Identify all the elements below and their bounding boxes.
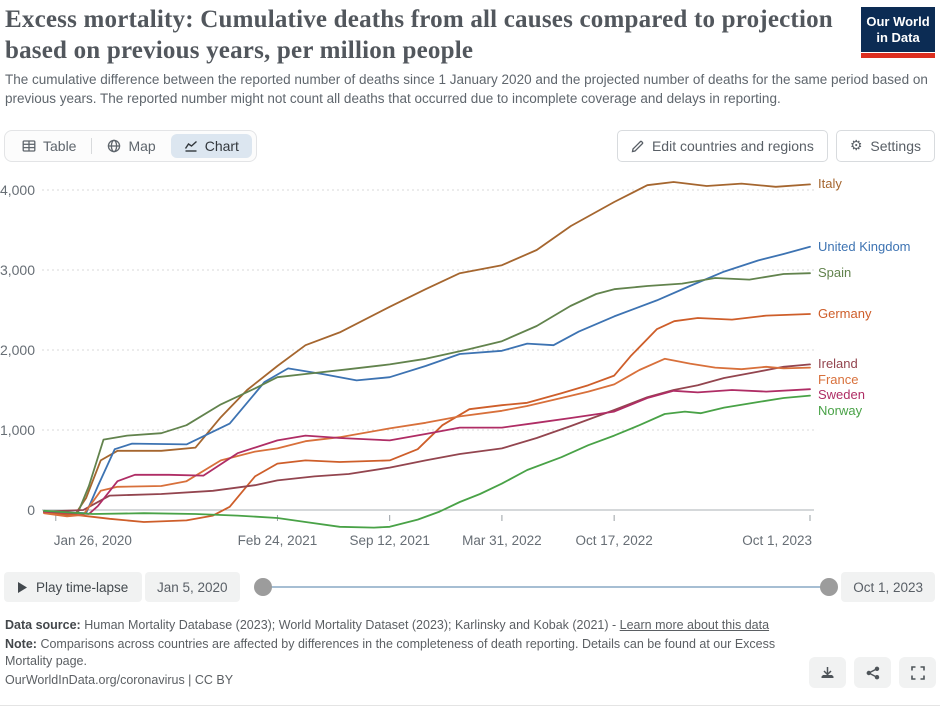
settings-label: Settings	[870, 138, 921, 154]
note-line: Note: Comparisons across countries are a…	[5, 636, 797, 670]
tab-table[interactable]: Table	[9, 134, 89, 158]
settings-button[interactable]: ⚙ Settings	[835, 130, 935, 162]
tab-map[interactable]: Map	[94, 134, 168, 158]
tab-map-label: Map	[128, 138, 156, 154]
series-label-united-kingdom[interactable]: United Kingdom	[818, 238, 911, 254]
x-axis-tick-label: Jan 26, 2020	[54, 533, 132, 548]
series-line-ireland[interactable]	[43, 363, 811, 513]
chart-area: 0 1,000 2,000 3,000 4,000 Jan 26, 2020 Feb 24,…	[0, 170, 940, 565]
owid-logo-text: Our World in Data	[861, 7, 935, 52]
y-axis-tick-label: 2,000	[0, 342, 35, 358]
data-source-line: Data source: Human Mortality Database (2…	[5, 617, 820, 634]
edit-countries-button[interactable]: Edit countries and regions	[616, 130, 828, 162]
gear-icon: ⚙	[849, 138, 863, 154]
pencil-icon	[631, 140, 644, 152]
data-source-text: Human Mortality Database (2023); World M…	[84, 618, 617, 632]
timeline-start-date[interactable]: Jan 5, 2020	[145, 572, 240, 602]
edit-countries-label: Edit countries and regions	[651, 138, 814, 154]
download-button[interactable]	[809, 657, 846, 688]
line-chart-icon	[184, 140, 197, 152]
y-axis-tick-label: 3,000	[0, 262, 35, 278]
series-line-italy[interactable]	[43, 181, 811, 516]
x-axis-tick-label: Mar 31, 2022	[462, 533, 542, 548]
attribution-line: OurWorldInData.org/coronavirus | CC BY	[5, 673, 234, 687]
table-icon	[22, 140, 36, 152]
series-label-spain[interactable]: Spain	[818, 265, 852, 281]
series-label-norway[interactable]: Norway	[818, 402, 863, 418]
series-label-ireland[interactable]: Ireland	[818, 356, 858, 372]
page-title: Excess mortality: Cumulative deaths from…	[5, 6, 833, 64]
series-line-sweden[interactable]	[43, 388, 811, 515]
y-axis-tick-label: 1,000	[0, 422, 35, 438]
series-line-united-kingdom[interactable]	[43, 245, 811, 515]
timeline-end-date[interactable]: Oct 1, 2023	[841, 572, 935, 602]
series-label-germany[interactable]: Germany	[818, 306, 872, 321]
share-icon	[866, 666, 879, 679]
view-tab-group: Table Map Chart	[4, 130, 257, 162]
header-buttons: Edit countries and regions ⚙ Settings	[616, 130, 935, 162]
x-axis-tick-label: Oct 1, 2023	[742, 533, 812, 548]
play-timelapse-label: Play time-lapse	[36, 579, 129, 595]
action-buttons	[809, 657, 936, 688]
tab-divider	[91, 138, 93, 154]
line-chart-canvas[interactable]: 0 1,000 2,000 3,000 4,000 Jan 26, 2020 Feb 24,…	[0, 170, 940, 565]
owid-logo[interactable]: Our World in Data	[861, 7, 935, 58]
note-text: Comparisons across countries are affecte…	[5, 637, 776, 668]
y-axis-tick-label: 4,000	[0, 182, 35, 198]
series-line-spain[interactable]	[43, 272, 811, 515]
learn-more-link[interactable]: Learn more about this data	[619, 618, 770, 632]
note-label: Note:	[5, 637, 37, 651]
series-line-norway[interactable]	[43, 394, 811, 529]
series-label-italy[interactable]: Italy	[818, 176, 842, 192]
timeline-slider-track[interactable]	[263, 586, 829, 588]
y-axis-tick-label: 0	[27, 502, 35, 518]
timeline-slider-handle-end[interactable]	[820, 578, 838, 596]
chart-subtitle: The cumulative difference between the re…	[5, 72, 928, 106]
download-icon	[821, 666, 834, 678]
x-axis-tick-label: Oct 17, 2022	[575, 533, 652, 548]
globe-icon	[108, 139, 121, 153]
timeline-slider-handle-start[interactable]	[254, 578, 272, 596]
tab-chart[interactable]: Chart	[170, 134, 252, 158]
play-timelapse-button[interactable]: Play time-lapse	[4, 572, 143, 602]
bottom-divider	[0, 705, 940, 706]
series-line-germany[interactable]	[43, 313, 811, 523]
owid-logo-red-bar	[861, 53, 935, 58]
series-label-france[interactable]: France	[818, 371, 859, 387]
series-line-france[interactable]	[43, 357, 811, 518]
x-axis-tick-label: Feb 24, 2021	[238, 533, 318, 548]
x-axis-tick-label: Sep 12, 2021	[350, 533, 430, 548]
fullscreen-icon	[910, 665, 925, 680]
share-button[interactable]	[854, 657, 891, 688]
data-source-label: Data source:	[5, 618, 81, 632]
series-label-sweden[interactable]: Sweden	[818, 387, 865, 403]
tab-chart-label: Chart	[204, 138, 239, 154]
play-icon	[18, 581, 27, 593]
fullscreen-button[interactable]	[899, 657, 936, 688]
tab-table-label: Table	[43, 138, 77, 154]
